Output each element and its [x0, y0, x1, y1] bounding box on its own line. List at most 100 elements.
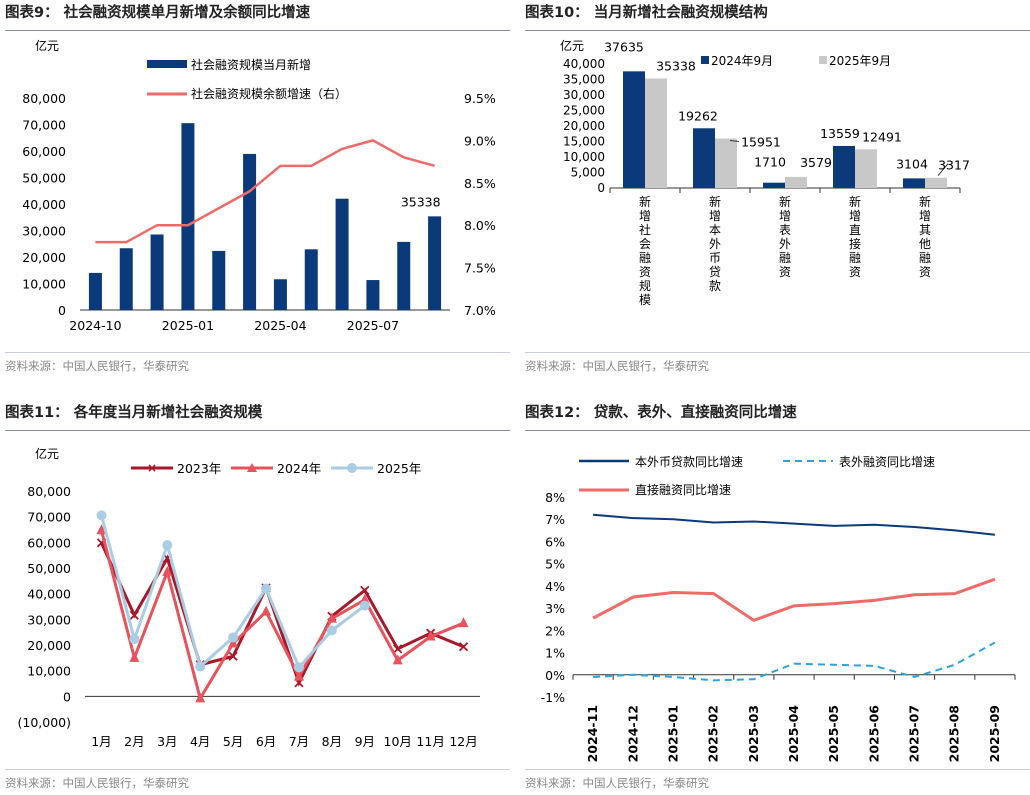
y-tick-label: 10,000 — [563, 150, 605, 164]
series-line-2024年 — [100, 529, 465, 703]
legend-swatch-2024 — [701, 56, 709, 64]
point-marker — [293, 670, 304, 681]
category-label-char: 本 — [709, 223, 721, 237]
y-tick-label: 20,000 — [563, 119, 605, 133]
category-label-char: 增 — [919, 209, 931, 223]
category-label-char: 新 — [779, 194, 791, 209]
category-label-char: 资 — [919, 265, 931, 279]
x-tick-label: 2025-04 — [786, 705, 801, 763]
point-marker — [261, 583, 272, 594]
bar-2024 — [693, 128, 715, 188]
leader-line — [729, 140, 740, 143]
chart-panel-4: 图表12： 贷款、表外、直接融资同比增速 本外币贷款同比增速 表外融资同比增速 直接… — [525, 400, 1030, 795]
point-marker — [129, 610, 140, 620]
bar-2025 — [855, 149, 877, 188]
legend-label: 社会融资规模余额增速（右） — [191, 86, 347, 101]
y-tick-label-right: 7.0% — [464, 303, 496, 318]
y-tick-label: 8% — [545, 490, 565, 505]
x-tick-label: 10月 — [384, 734, 412, 749]
bar-2024 — [763, 182, 785, 188]
data-label: 35338 — [401, 194, 441, 209]
y-tick-label: 0% — [545, 668, 565, 683]
data-label-2025: 3579 — [800, 155, 832, 170]
point-marker — [392, 654, 403, 665]
category-label-char: 融 — [779, 251, 791, 265]
category-label-char: 他 — [919, 237, 931, 251]
x-tick-label: 2025-02 — [706, 705, 721, 762]
legend-swatch-2025 — [819, 56, 827, 64]
y-tick-label-left: 0 — [58, 303, 66, 318]
point-marker — [261, 605, 272, 616]
bar-2025 — [785, 176, 807, 188]
bar-2025 — [645, 78, 667, 188]
point-marker — [425, 630, 436, 641]
point-marker — [360, 585, 370, 595]
y-tick-label: 30,000 — [563, 88, 605, 102]
category-label-char: 新 — [639, 194, 651, 209]
y-tick-label: 25,000 — [563, 104, 605, 118]
bar-2024 — [903, 178, 925, 188]
unit-label: 亿元 — [560, 38, 584, 53]
point-marker — [129, 651, 140, 662]
legend-marker — [347, 463, 357, 473]
chart-title: 图表9： 社会融资规模单月新增及余额同比增速 — [5, 0, 510, 31]
point-marker — [129, 634, 140, 645]
legend-label: 2025年9月 — [829, 54, 891, 68]
x-tick-label: 2025-01 — [162, 318, 214, 333]
unit-label: 亿元 — [35, 446, 59, 461]
y-tick-label: 20,000 — [27, 638, 71, 653]
bar — [335, 198, 349, 310]
growth-line — [95, 139, 435, 244]
category-label-char: 增 — [779, 209, 791, 223]
bar — [304, 249, 318, 310]
category-label-char: 融 — [919, 251, 931, 265]
point-marker — [458, 642, 469, 652]
y-tick-label-left: 10,000 — [22, 277, 66, 292]
data-label-2024: 1710 — [754, 155, 786, 170]
category-label-char: 社 — [639, 222, 651, 237]
category-label-char: 资 — [779, 265, 791, 279]
category-label-char: 规 — [639, 278, 651, 293]
x-tick-label: 2025-01 — [665, 705, 680, 762]
data-label-2024: 37635 — [604, 39, 644, 54]
y-tick-label-left: 80,000 — [22, 91, 66, 106]
y-tick-label-right: 8.0% — [464, 218, 496, 233]
point-marker — [195, 692, 206, 703]
category-label-char: 融 — [639, 251, 651, 265]
data-label-2024: 19262 — [678, 108, 718, 123]
bar — [88, 272, 102, 310]
point-marker — [228, 632, 239, 643]
x-tick-label: 5月 — [223, 734, 243, 749]
x-tick-label: 2025-05 — [826, 705, 841, 762]
y-tick-label: 30,000 — [27, 612, 71, 627]
point-marker — [293, 662, 304, 673]
x-tick-label: 9月 — [355, 734, 375, 749]
bar — [150, 234, 164, 310]
legend-label: 2023年 — [177, 461, 221, 476]
y-tick-label: 1% — [545, 646, 565, 661]
x-tick-label: 6月 — [256, 734, 276, 749]
y-tick-label-left: 70,000 — [22, 118, 66, 133]
point-marker — [393, 644, 403, 654]
bar-2024 — [833, 145, 855, 188]
legend-label: 直接融资同比增速 — [635, 482, 731, 497]
x-tick-label: 8月 — [322, 734, 342, 749]
x-tick-label: 7月 — [289, 734, 309, 749]
x-tick-label: 12月 — [449, 734, 477, 749]
point-marker — [326, 625, 337, 636]
bar — [212, 250, 226, 310]
y-tick-label: 5% — [545, 557, 565, 572]
legend-marker: × — [147, 461, 157, 475]
source-note: 资料来源：中国人民银行，华泰研究 — [525, 352, 1030, 374]
point-marker — [228, 651, 238, 661]
category-label-char: 直 — [849, 223, 861, 237]
x-tick-label: 2025-07 — [907, 705, 922, 762]
legend-label: 2024年9月 — [711, 54, 773, 68]
chart-panel-3: 图表11： 各年度当月新增社会融资规模 亿元 × 2023年 2024年 2025年 (1… — [5, 400, 510, 795]
y-tick-label: 0 — [63, 689, 71, 704]
x-tick-label: 2月 — [124, 734, 144, 749]
category-label-char: 表 — [779, 223, 791, 237]
y-tick-label: 0 — [597, 181, 605, 195]
x-tick-label: 2025-07 — [347, 318, 399, 333]
